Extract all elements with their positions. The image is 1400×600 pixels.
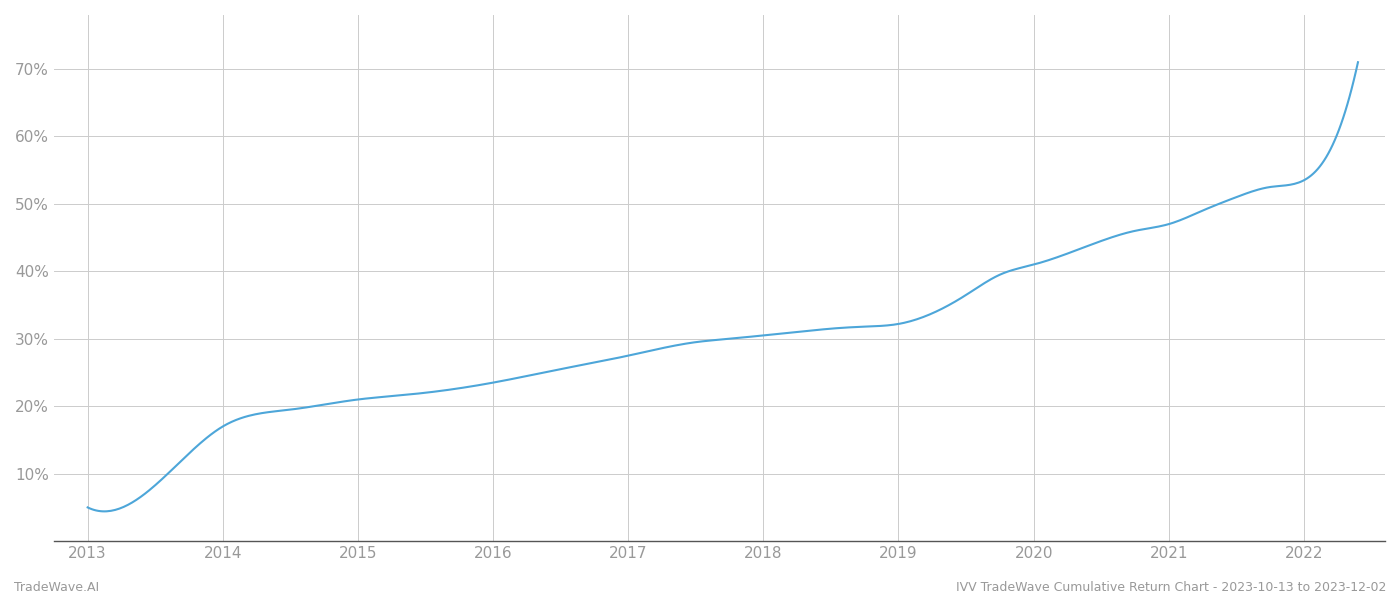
Text: IVV TradeWave Cumulative Return Chart - 2023-10-13 to 2023-12-02: IVV TradeWave Cumulative Return Chart - …	[956, 581, 1386, 594]
Text: TradeWave.AI: TradeWave.AI	[14, 581, 99, 594]
